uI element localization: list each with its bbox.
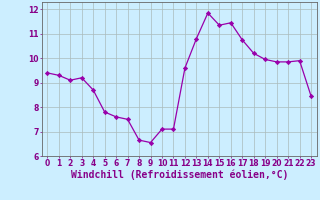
X-axis label: Windchill (Refroidissement éolien,°C): Windchill (Refroidissement éolien,°C) [70, 169, 288, 180]
